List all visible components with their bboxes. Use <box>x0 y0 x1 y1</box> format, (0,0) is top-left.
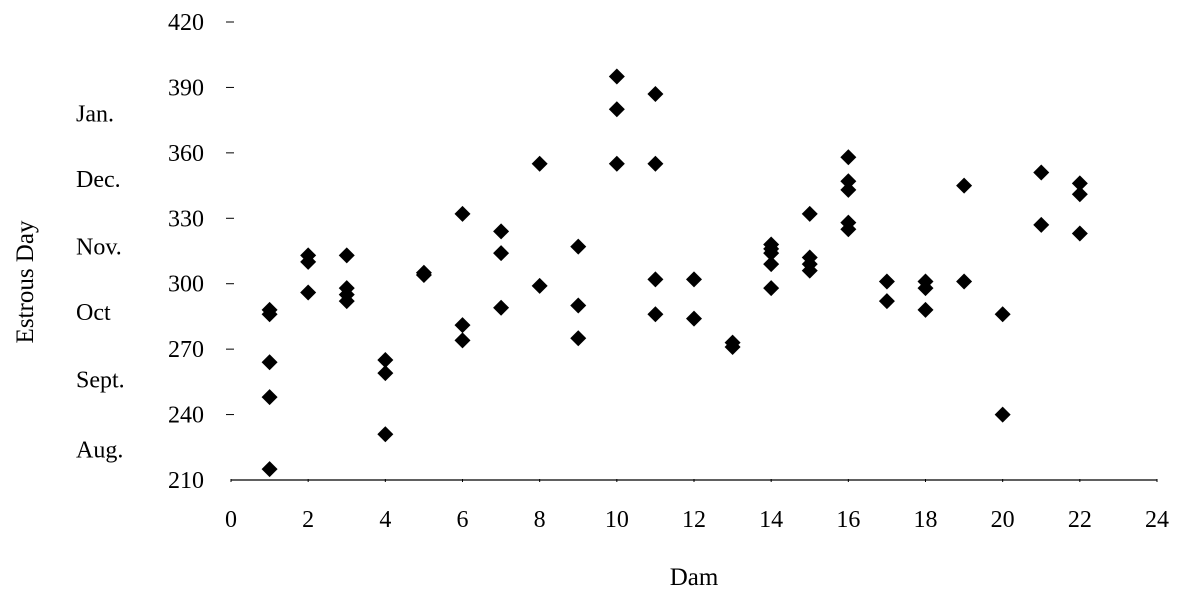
y-axis: 210 240 270 300 330 360 390 420 <box>168 10 234 494</box>
data-point <box>1071 175 1088 192</box>
x-tick-label: 22 <box>1068 507 1092 533</box>
data-point <box>801 249 818 266</box>
x-tick-label: 24 <box>1145 507 1169 533</box>
data-point <box>570 330 587 347</box>
data-point <box>840 181 857 198</box>
data-point <box>608 68 625 85</box>
data-point <box>261 389 278 406</box>
y-tick-label: 300 <box>168 272 204 298</box>
data-point <box>994 406 1011 423</box>
data-point <box>686 310 702 327</box>
y-tick-label: 240 <box>168 403 204 429</box>
data-point <box>1033 164 1050 181</box>
y-tick-label: 270 <box>168 337 204 363</box>
data-point <box>493 223 510 240</box>
data-point <box>763 280 780 297</box>
y-axis-title: Estrous Day <box>12 220 39 343</box>
x-tick-label: 2 <box>302 507 314 533</box>
data-point <box>724 334 741 351</box>
data-point <box>956 177 973 194</box>
data-point <box>377 352 394 369</box>
data-point <box>338 247 355 264</box>
data-points <box>261 68 1088 478</box>
x-tick-label: 16 <box>836 507 860 533</box>
y-tick-label: 420 <box>168 10 204 36</box>
data-point <box>840 149 857 166</box>
data-point <box>647 155 664 172</box>
month-labels: Jan. Dec. Nov. Oct Sept. Aug. <box>76 102 125 464</box>
data-point <box>531 155 548 172</box>
data-point <box>377 426 394 443</box>
x-tick-label: 0 <box>225 507 237 533</box>
data-point <box>994 306 1011 323</box>
data-point <box>531 277 548 294</box>
month-label: Oct <box>76 300 111 326</box>
data-point <box>570 238 587 255</box>
data-point <box>493 245 510 262</box>
data-point <box>261 461 278 478</box>
x-axis-title: Dam <box>670 564 719 591</box>
data-point <box>686 271 702 288</box>
x-tick-label: 10 <box>605 507 629 533</box>
data-point <box>608 155 625 172</box>
data-point <box>1071 186 1088 203</box>
x-tick-label: 8 <box>534 507 546 533</box>
x-tick-label: 12 <box>682 507 706 533</box>
data-point <box>300 247 317 264</box>
data-point <box>647 85 664 102</box>
x-tick-label: 6 <box>457 507 469 533</box>
data-point <box>1071 225 1088 242</box>
x-axis: 0 2 4 6 8 10 12 14 16 18 20 22 24 <box>225 479 1169 533</box>
data-point <box>300 284 317 301</box>
data-point <box>763 236 780 253</box>
data-point <box>763 256 780 273</box>
y-tick-label: 390 <box>168 75 204 101</box>
data-point <box>840 173 857 190</box>
data-point <box>1033 216 1050 233</box>
month-label: Aug. <box>76 437 123 463</box>
month-label: Dec. <box>76 167 121 193</box>
data-point <box>647 271 664 288</box>
data-point <box>917 301 934 318</box>
data-point <box>801 205 818 222</box>
y-tick-label: 330 <box>168 206 204 232</box>
data-point <box>840 214 857 231</box>
data-point <box>878 293 895 310</box>
month-label: Jan. <box>76 102 114 128</box>
data-point <box>338 280 355 297</box>
y-tick-label: 210 <box>168 468 204 494</box>
data-point <box>454 332 471 349</box>
data-point <box>454 205 471 222</box>
data-point <box>917 273 934 290</box>
data-point <box>647 306 664 323</box>
data-point <box>570 297 587 314</box>
data-point <box>878 273 895 290</box>
x-tick-label: 4 <box>379 507 391 533</box>
x-tick-label: 18 <box>914 507 938 533</box>
x-tick-label: 20 <box>991 507 1015 533</box>
data-point <box>454 317 471 334</box>
data-point <box>956 273 973 290</box>
y-tick-label: 360 <box>168 141 204 167</box>
data-point <box>493 299 510 316</box>
data-point <box>377 365 394 382</box>
data-point <box>261 301 278 318</box>
x-tick-label: 14 <box>759 507 783 533</box>
data-point <box>415 264 432 281</box>
month-label: Nov. <box>76 235 122 261</box>
month-label: Sept. <box>76 368 125 394</box>
data-point <box>261 354 278 371</box>
data-point <box>608 101 625 118</box>
